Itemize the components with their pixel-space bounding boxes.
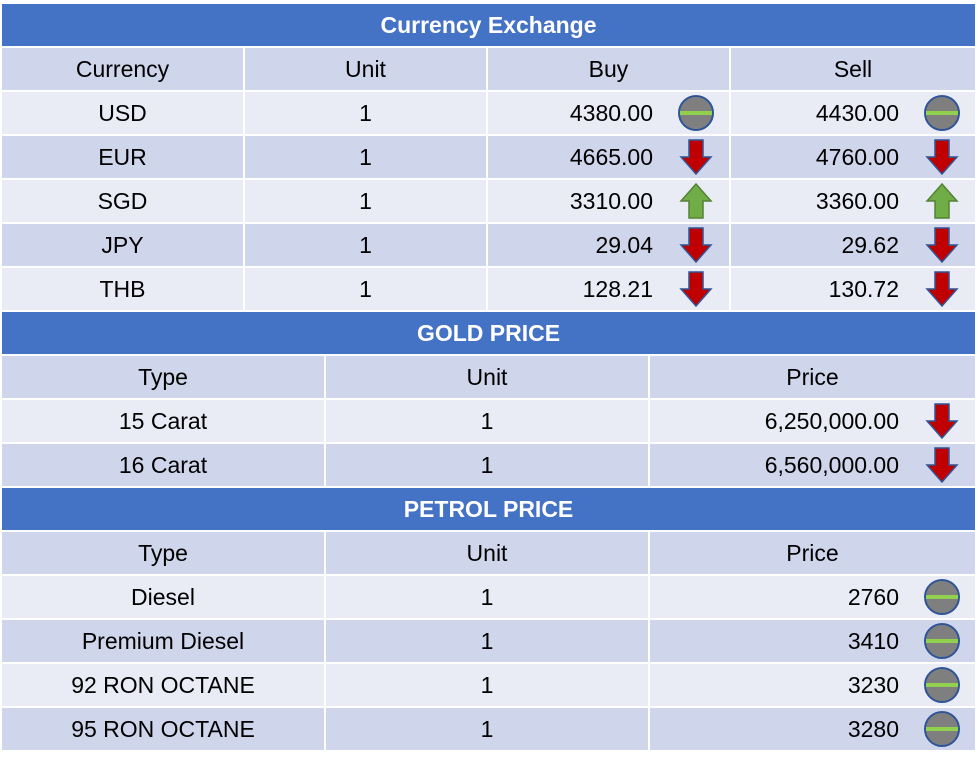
petrol-unit: 1 [326, 664, 650, 706]
currency-code: JPY [2, 224, 245, 266]
currency-exchange-title: Currency Exchange [2, 4, 975, 48]
buy-rate-value: 29.04 [595, 231, 653, 258]
currency-code: THB [2, 268, 245, 310]
currency-row-eur: EUR 1 4665.00 4760.00 [2, 136, 975, 180]
buy-rate-value: 128.21 [582, 275, 653, 302]
gold-row: 15 Carat 1 6,250,000.00 [2, 400, 975, 444]
petrol-unit: 1 [326, 576, 650, 618]
gold-price: 6,250,000.00 [650, 400, 975, 442]
gold-price-value: 6,250,000.00 [764, 407, 899, 434]
gold-unit: 1 [326, 400, 650, 442]
petrol-price-value: 2760 [847, 583, 899, 610]
petrol-row: Premium Diesel 1 3410 [2, 620, 975, 664]
header-buy: Buy [488, 48, 731, 90]
petrol-price: 3280 [650, 708, 975, 750]
petrol-price-value: 3280 [847, 715, 899, 742]
currency-row-thb: THB 1 128.21 130.72 [2, 268, 975, 312]
buy-rate: 4665.00 [488, 136, 731, 178]
sell-rate: 4760.00 [731, 136, 975, 178]
currency-unit: 1 [245, 268, 488, 310]
petrol-row: Diesel 1 2760 [2, 576, 975, 620]
petrol-price: 3410 [650, 620, 975, 662]
sell-rate-value: 3360.00 [815, 187, 899, 214]
petrol-type: Premium Diesel [2, 620, 326, 662]
header-currency: Currency [2, 48, 245, 90]
header-sell: Sell [833, 55, 873, 82]
currency-code: EUR [2, 136, 245, 178]
currency-row-sgd: SGD 1 3310.00 3360.00 [2, 180, 975, 224]
no-change-icon [923, 666, 961, 704]
petrol-row: 95 RON OCTANE 1 3280 [2, 708, 975, 752]
petrol-row: 92 RON OCTANE 1 3230 [2, 664, 975, 708]
sell-rate: 29.62 [731, 224, 975, 266]
petrol-price-value: 3230 [847, 671, 899, 698]
currency-unit: 1 [245, 92, 488, 134]
down-arrow-icon [923, 226, 961, 264]
petrol-unit: 1 [326, 620, 650, 662]
sell-rate-value: 29.62 [841, 231, 899, 258]
down-arrow-icon [923, 270, 961, 308]
currency-unit: 1 [245, 224, 488, 266]
petrol-type: 92 RON OCTANE [2, 664, 326, 706]
down-arrow-icon [923, 402, 961, 440]
gold-price: 6,560,000.00 [650, 444, 975, 486]
header-type: Type [2, 532, 326, 574]
sell-rate-value: 4430.00 [815, 99, 899, 126]
header-price: Price [786, 539, 839, 566]
currency-unit: 1 [245, 180, 488, 222]
no-change-icon [923, 94, 961, 132]
currency-header-row: Currency Unit Buy Sell [2, 48, 975, 92]
no-change-icon [923, 710, 961, 748]
up-arrow-icon [677, 182, 715, 220]
gold-type: 16 Carat [2, 444, 326, 486]
currency-row-usd: USD 1 4380.00 4430.00 [2, 92, 975, 136]
buy-rate: 128.21 [488, 268, 731, 310]
petrol-header-row: Type Unit Price [2, 532, 975, 576]
buy-rate: 29.04 [488, 224, 731, 266]
petrol-price-value: 3410 [847, 627, 899, 654]
currency-code: USD [2, 92, 245, 134]
header-unit: Unit [326, 356, 650, 398]
no-change-icon [677, 94, 715, 132]
down-arrow-icon [677, 226, 715, 264]
petrol-type: 95 RON OCTANE [2, 708, 326, 750]
buy-rate-value: 3310.00 [569, 187, 653, 214]
petrol-price: 3230 [650, 664, 975, 706]
up-arrow-icon [923, 182, 961, 220]
gold-price-value: 6,560,000.00 [764, 451, 899, 478]
petrol-type: Diesel [2, 576, 326, 618]
sell-rate: 4430.00 [731, 92, 975, 134]
gold-type: 15 Carat [2, 400, 326, 442]
petrol-unit: 1 [326, 708, 650, 750]
rates-board: Currency Exchange Currency Unit Buy Sell… [2, 4, 975, 752]
header-unit: Unit [326, 532, 650, 574]
sell-rate-value: 130.72 [828, 275, 899, 302]
currency-code: SGD [2, 180, 245, 222]
buy-rate: 4380.00 [488, 92, 731, 134]
petrol-price: 2760 [650, 576, 975, 618]
petrol-price-title: PETROL PRICE [2, 488, 975, 532]
gold-header-row: Type Unit Price [2, 356, 975, 400]
currency-row-jpy: JPY 1 29.04 29.62 [2, 224, 975, 268]
down-arrow-icon [923, 138, 961, 176]
sell-rate: 3360.00 [731, 180, 975, 222]
header-price: Price [786, 363, 839, 390]
gold-price-title: GOLD PRICE [2, 312, 975, 356]
currency-unit: 1 [245, 136, 488, 178]
no-change-icon [923, 622, 961, 660]
down-arrow-icon [677, 138, 715, 176]
no-change-icon [923, 578, 961, 616]
sell-rate-value: 4760.00 [815, 143, 899, 170]
gold-row: 16 Carat 1 6,560,000.00 [2, 444, 975, 488]
header-type: Type [2, 356, 326, 398]
buy-rate-value: 4665.00 [569, 143, 653, 170]
down-arrow-icon [923, 446, 961, 484]
header-unit: Unit [245, 48, 488, 90]
buy-rate: 3310.00 [488, 180, 731, 222]
down-arrow-icon [677, 270, 715, 308]
gold-unit: 1 [326, 444, 650, 486]
sell-rate: 130.72 [731, 268, 975, 310]
buy-rate-value: 4380.00 [569, 99, 653, 126]
